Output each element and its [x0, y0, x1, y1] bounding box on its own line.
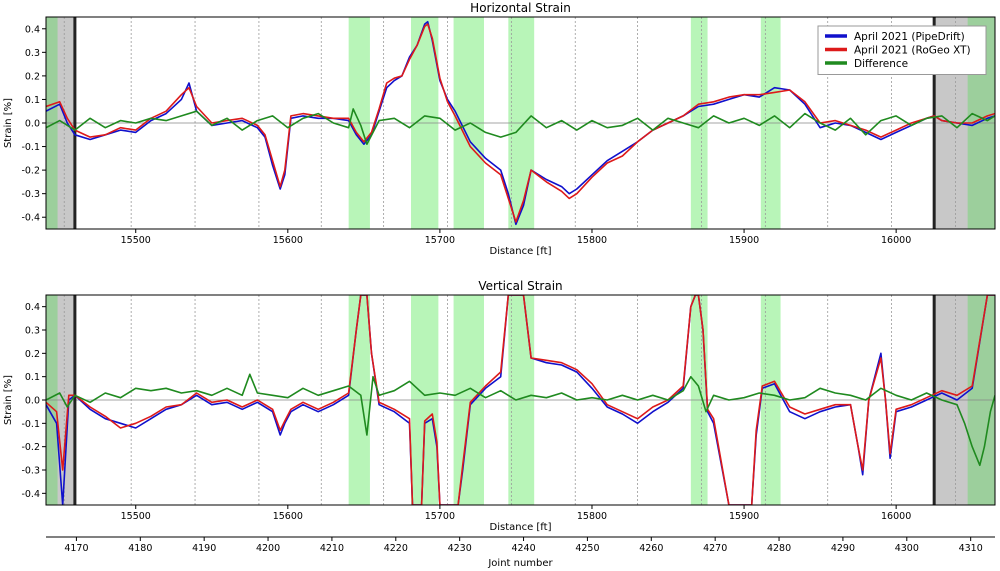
- y-tick-label: -0.1: [21, 142, 40, 153]
- y-tick-label: -0.3: [21, 466, 40, 477]
- plot-area: [46, 295, 995, 505]
- y-tick-label: 0.0: [25, 396, 40, 407]
- joint-axis-tick-label: 4210: [320, 543, 344, 554]
- joint-axis-tick-label: 4310: [959, 543, 983, 554]
- x-tick-label: 15700: [425, 511, 455, 522]
- y-tick-label: 0.1: [25, 95, 40, 106]
- y-axis-label: Strain [%]: [3, 98, 14, 148]
- y-tick-label: 0.2: [25, 349, 40, 360]
- legend-item-label: April 2021 (RoGeo XT): [854, 45, 971, 57]
- y-tick-label: 0.4: [25, 24, 40, 35]
- x-tick-label: 15500: [121, 511, 151, 522]
- difference-series-line: [46, 108, 995, 145]
- joint-axis-tick-label: 4190: [192, 543, 216, 554]
- joint-axis-label: Joint number: [487, 558, 553, 569]
- joint-axis-tick-label: 4240: [511, 543, 535, 554]
- y-tick-label: 0.1: [25, 372, 40, 383]
- y-tick-label: 0.4: [25, 302, 40, 313]
- x-tick-label: 15600: [273, 235, 303, 246]
- x-tick-label: 16000: [881, 511, 911, 522]
- y-axis-label: Strain [%]: [3, 375, 14, 425]
- joint-axis-tick-label: 4200: [256, 543, 280, 554]
- y-tick-label: 0.3: [25, 48, 40, 59]
- joint-axis-tick-label: 4220: [384, 543, 408, 554]
- y-tick-label: 0.2: [25, 71, 40, 82]
- x-tick-label: 15600: [273, 511, 303, 522]
- pipedrift-series-line: [46, 295, 995, 505]
- legend: April 2021 (PipeDrift) April 2021 (RoGeo …: [817, 25, 987, 75]
- joint-axis-tick-label: 4270: [703, 543, 727, 554]
- x-tick-label: 15900: [729, 511, 759, 522]
- x-tick-label: 15800: [577, 235, 607, 246]
- joint-axis-tick-label: 4300: [895, 543, 919, 554]
- joint-axis-tick-label: 4290: [831, 543, 855, 554]
- joint-axis-tick-label: 4170: [64, 543, 88, 554]
- y-tick-label: -0.4: [21, 489, 40, 500]
- x-tick-label: 15700: [425, 235, 455, 246]
- legend-item-label: April 2021 (PipeDrift): [854, 31, 965, 43]
- x-tick-label: 15900: [729, 235, 759, 246]
- y-tick-label: 0.0: [25, 119, 40, 130]
- joint-axis-tick-label: 4250: [575, 543, 599, 554]
- plot-area: [46, 17, 995, 229]
- vertical-strain-panel: Vertical Strain -0.4 -0.3 -0.2 -0.1 0.0 0.1 0.2…: [3, 279, 996, 569]
- x-axis-label: Distance [ft]: [490, 522, 552, 533]
- chart-title: Horizontal Strain: [470, 1, 571, 15]
- x-tick-label: 15800: [577, 511, 607, 522]
- horizontal-strain-panel: Horizontal Strain -0.4 -0.3 -0.2 -0.1 0.0 0.1 0…: [3, 1, 996, 257]
- x-tick-label: 15500: [121, 235, 151, 246]
- joint-axis-tick-label: 4230: [448, 543, 472, 554]
- y-tick-label: -0.2: [21, 442, 40, 453]
- legend-item-label: Difference: [854, 58, 908, 70]
- joint-axis-tick-label: 4280: [767, 543, 791, 554]
- rogeo-series-line: [46, 295, 995, 505]
- y-tick-label: -0.4: [21, 213, 40, 224]
- y-tick-label: -0.3: [21, 189, 40, 200]
- x-axis-label: Distance [ft]: [490, 246, 552, 257]
- difference-series-line: [46, 373, 995, 467]
- joint-axis-tick-label: 4260: [639, 543, 663, 554]
- x-tick-label: 16000: [881, 235, 911, 246]
- joint-axis-tick-label: 4180: [128, 543, 152, 554]
- y-tick-label: 0.3: [25, 326, 40, 337]
- y-tick-label: -0.1: [21, 419, 40, 430]
- y-tick-label: -0.2: [21, 166, 40, 177]
- chart-title: Vertical Strain: [478, 279, 562, 293]
